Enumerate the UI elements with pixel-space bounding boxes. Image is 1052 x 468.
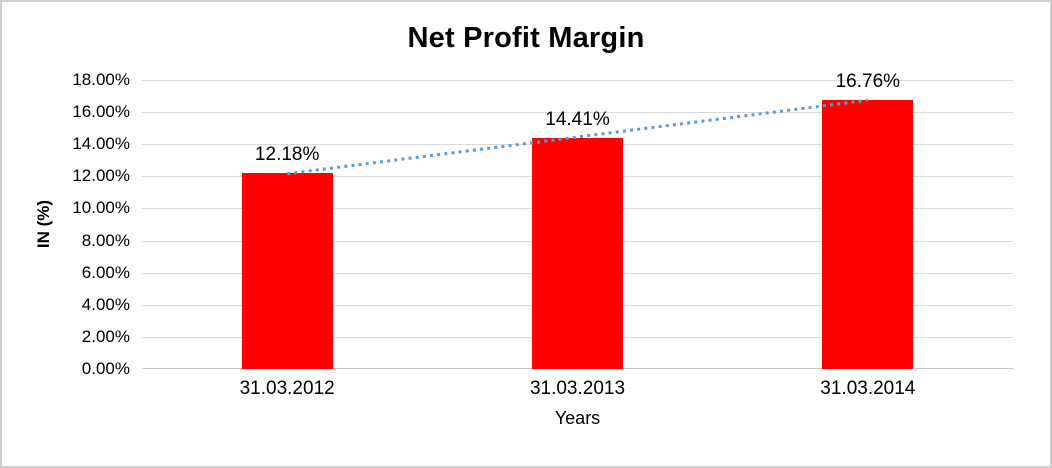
data-label: 14.41% (545, 108, 610, 130)
y-tick-label: 0.00% (81, 359, 130, 378)
data-label: 16.76% (835, 70, 901, 92)
y-tick-label: 2.00% (81, 326, 130, 346)
bar-31.03.2013 (532, 137, 623, 369)
bar-31.03.2014 (822, 99, 914, 369)
y-axis-labels: 0.00% 2.00% 4.00% 6.00% 8.00% 10.00% 12.00% 14.… (2, 70, 130, 378)
gridline (142, 80, 1013, 81)
x-tick-label: 31.03.2013 (529, 378, 626, 399)
y-tick-label: 8.00% (81, 230, 130, 250)
data-label: 12.18% (254, 144, 320, 166)
x-tick-label: 31.03.2014 (820, 378, 916, 399)
y-tick-label: 12.00% (72, 166, 130, 186)
plot-area: 12.18% 14.41% 16.76% (142, 71, 1013, 369)
chart-title: Net Profit Margin (407, 22, 645, 54)
y-tick-label: 10.00% (72, 198, 130, 218)
bar-31.03.2012 (241, 173, 333, 369)
y-tick-label: 4.00% (81, 294, 130, 314)
y-tick-label: 16.00% (72, 102, 130, 122)
y-tick-label: 14.00% (72, 134, 130, 154)
x-tick-label: 31.03.2012 (239, 378, 335, 399)
y-tick-label: 6.00% (81, 262, 130, 282)
x-axis-title: Years (554, 408, 601, 428)
x-axis-labels: 31.03.2012 31.03.2013 31.03.2014 (142, 378, 1013, 402)
y-tick-label: 18.00% (72, 70, 130, 89)
